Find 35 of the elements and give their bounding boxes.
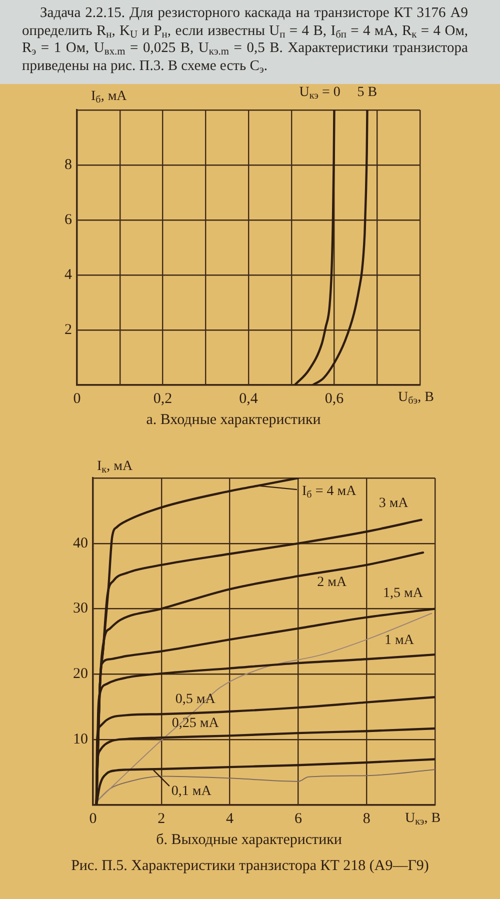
x-tick-label: 0,4: [239, 390, 258, 407]
y-tick-label: 20: [73, 666, 88, 682]
x-tick-label: 0: [89, 810, 97, 827]
x-tick-label: 0,6: [324, 390, 344, 407]
y-tick-label: 40: [73, 535, 88, 552]
series-label: 5 В: [357, 84, 378, 100]
series-label: 0,25 мА: [172, 716, 219, 732]
text: Задача 2.2.15. Для резисторного каскада на транзисторе КТ 3176 А9 определить R$_{н}$, K$_{U}$ и P$_{н}$, если известны U$_{п}$ = 4 В, I$_{бп}$ = 4 мА, R$_{к}$ = 4 Ом, R$_{э}$ = 1 Ом, U$_{вх.m}$ = 0,025 В, U$_{кэ.m}$ = 0,5 В. Характеристики транзистора приведены на рис. П.3. В схеме есть C$_{э}$.: [22, 5, 468, 76]
x-tick-label: 8: [362, 810, 370, 827]
x-tick-label: 2: [158, 810, 166, 827]
x-axis-title: U$_{бэ}$, В: [398, 390, 434, 406]
legend-label: I$_{б}$ = 4 мА: [302, 484, 356, 501]
y-tick-label: 6: [64, 212, 72, 228]
y-tick-label: 2: [64, 322, 72, 338]
y-tick-label: 8: [64, 156, 72, 173]
y-tick-label: 30: [73, 600, 88, 617]
y-axis-title: I$_{к}$, мА: [97, 458, 133, 476]
series-label: U$_{кэ}$ = 0: [299, 84, 340, 102]
x-axis-title: U$_{кэ}$, В: [405, 810, 441, 828]
x-tick-label: 0: [73, 390, 81, 407]
x-tick-label: 6: [294, 810, 302, 827]
series-label: 1,5 мА: [383, 586, 423, 602]
series-label: 2 мА: [317, 575, 347, 590]
x-tick-label: 4: [226, 810, 234, 827]
x-tick-label: 0,2: [153, 390, 172, 407]
text: б. Выходные характеристики: [156, 832, 342, 848]
series-label: 0,1 мА: [171, 784, 212, 799]
text: а. Входные характеристики: [146, 412, 321, 428]
series-label: 1 мА: [384, 633, 414, 648]
text: Рис. П.5. Характеристики транзистора КТ 218 (А9—Г9): [70, 858, 430, 875]
y-tick-label: 4: [64, 266, 72, 283]
series-label: 3 мА: [378, 496, 408, 512]
series-label: 0,5 мА: [175, 692, 216, 707]
y-axis-title: I$_{б}$, мА: [91, 88, 127, 106]
y-tick-label: 10: [73, 732, 88, 748]
